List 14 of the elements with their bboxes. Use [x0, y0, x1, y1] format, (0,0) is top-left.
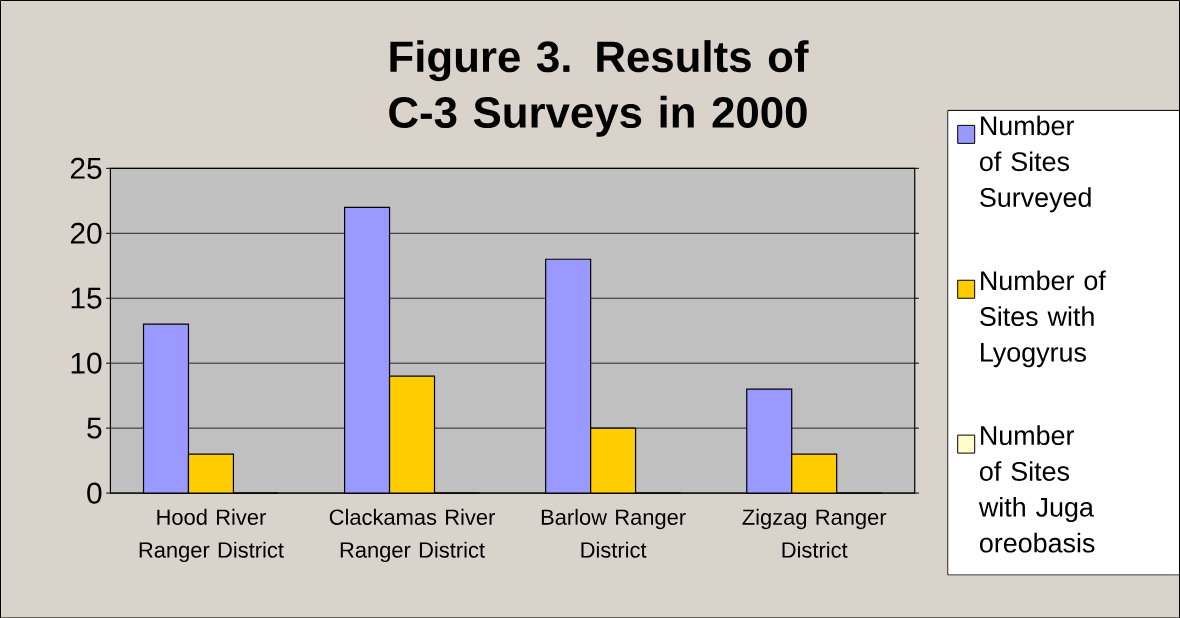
y-tick-label: 20: [70, 222, 102, 244]
legend-label: Number of Sites Surveyed: [980, 115, 1091, 213]
x-tick-label: Zigzag Ranger District: [742, 508, 887, 558]
y-tick-label: 10: [71, 352, 102, 374]
y-tick-label: 25: [70, 157, 102, 179]
y-tick-label: 5: [87, 417, 102, 439]
x-tick-label: Barlow Ranger District: [541, 508, 686, 558]
y-tick-label: 0: [87, 482, 102, 504]
x-tick-label: Hood River Ranger District: [139, 508, 284, 562]
x-tick-label: Clackamas River Ranger District: [329, 508, 495, 562]
y-tick-label: 15: [71, 287, 102, 309]
legend-label: Number of Sites with Juga oreobasis: [978, 425, 1095, 553]
chart-title: Figure 3. Results of C-3 Surveys in 2000: [389, 39, 809, 137]
legend-label: Number of Sites with Lyogyrus: [980, 270, 1106, 367]
